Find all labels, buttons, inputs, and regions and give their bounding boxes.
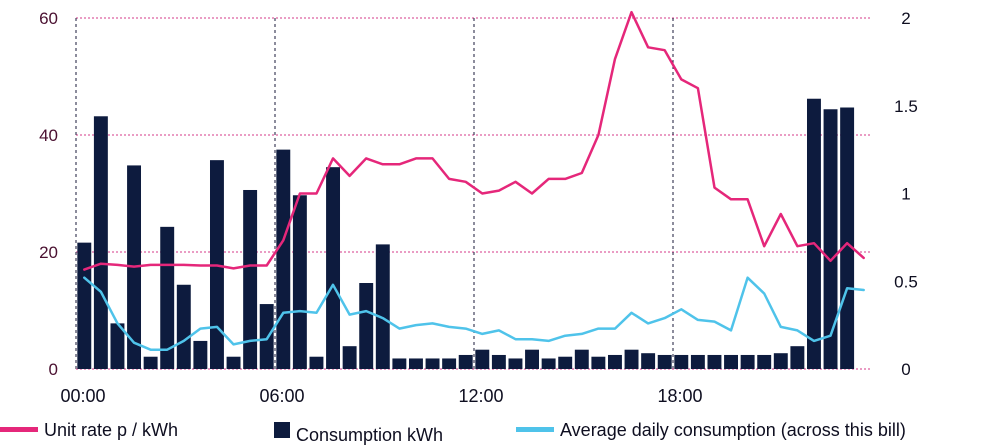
left-axis-tick-label: 20 <box>39 243 58 262</box>
consumption-bar <box>823 109 838 369</box>
grid <box>75 17 872 370</box>
legend-label: Consumption kWh <box>296 425 443 445</box>
consumption-bar <box>574 349 589 369</box>
consumption-bar <box>840 107 855 369</box>
average-daily-consumption-across-this-bill-legend-swatch <box>516 427 554 432</box>
right-axis-tick-label: 1.5 <box>894 97 918 116</box>
unit-rate-p-kwh-legend-swatch <box>0 427 38 432</box>
right-axis-tick-label: 0 <box>901 360 910 379</box>
consumption-bar <box>607 354 622 369</box>
consumption-bar <box>326 167 341 369</box>
x-axis-tick-label: 00:00 <box>60 386 105 406</box>
x-axis-tick-label: 18:00 <box>657 386 702 406</box>
consumption-bar <box>276 149 291 369</box>
consumption-bar <box>93 116 108 369</box>
consumption-bar <box>442 358 457 369</box>
consumption-bar <box>392 358 407 369</box>
consumption-bar <box>375 244 390 369</box>
x-axis-tick-label: 06:00 <box>259 386 304 406</box>
legend: Unit rate p / kWh Consumption kWh Average … <box>0 420 906 445</box>
legend-label: Average daily consumption (across this b… <box>560 420 906 440</box>
consumption-bar <box>193 340 208 369</box>
consumption-bar <box>425 358 440 369</box>
consumption-bar <box>458 354 473 369</box>
consumption-bar <box>77 242 92 369</box>
right-axis-tick-label: 1 <box>901 185 910 204</box>
consumption-bar <box>110 323 125 369</box>
left-axis-tick-label: 0 <box>49 360 58 379</box>
consumption-bar <box>740 354 755 369</box>
consumption-bar <box>143 356 158 369</box>
consumption-bar <box>591 356 606 369</box>
right-axis-tick-label: 0.5 <box>894 272 918 291</box>
legend-label: Unit rate p / kWh <box>44 420 178 440</box>
consumption-bar <box>690 354 705 369</box>
left-axis-tick-label: 60 <box>39 9 58 28</box>
consumption-kwh-legend-swatch <box>274 422 290 438</box>
consumption-bar <box>226 356 241 369</box>
consumption-bar <box>773 353 788 369</box>
consumption-bar <box>309 356 324 369</box>
consumption-bar <box>541 358 556 369</box>
consumption-bar <box>724 354 739 369</box>
consumption-bar <box>525 349 540 369</box>
consumption-bar <box>359 283 374 369</box>
consumption-bar <box>657 354 672 369</box>
series-lines <box>83 10 865 351</box>
consumption-bar <box>292 195 307 369</box>
consumption-bar <box>342 346 357 369</box>
consumption-bar <box>790 346 805 369</box>
consumption-bar <box>508 358 523 369</box>
x-axis-tick-label: 12:00 <box>458 386 503 406</box>
consumption-bar <box>243 189 258 369</box>
consumption-bar <box>491 354 506 369</box>
consumption-bar <box>176 284 191 369</box>
unit-rate-p-kwh-line <box>83 10 865 271</box>
consumption-bar <box>641 353 656 369</box>
consumption-bar <box>408 358 423 369</box>
axes: 0 20 40 60 0 0.5 1 1.5 2 00:00 06:00 12:00 18:00 <box>39 9 918 406</box>
right-axis-tick-label: 2 <box>901 9 910 28</box>
consumption-bar <box>259 304 274 369</box>
consumption-bar <box>806 98 821 369</box>
left-axis-tick-label: 40 <box>39 126 58 145</box>
consumption-bar <box>757 354 772 369</box>
consumption-bar <box>624 349 639 369</box>
consumption-bar <box>674 354 689 369</box>
consumption-bar <box>558 356 573 369</box>
consumption-bar <box>707 354 722 369</box>
consumption-bar <box>160 226 175 369</box>
average-daily-consumption-across-this-bill-line <box>83 276 865 351</box>
consumption-bar <box>475 349 490 369</box>
